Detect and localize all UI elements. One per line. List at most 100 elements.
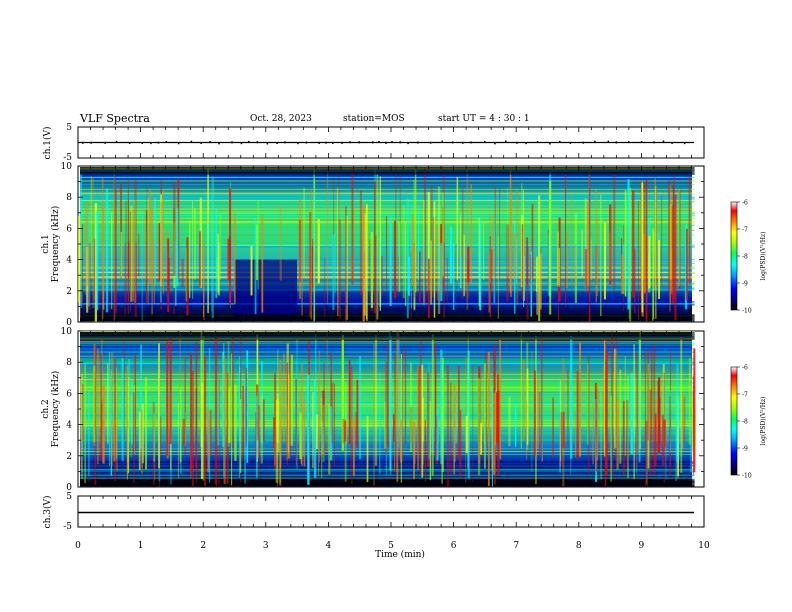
ch1-trace-marker <box>266 142 269 145</box>
emission-burst <box>121 358 124 461</box>
emission-burst <box>669 185 671 303</box>
emission-burst <box>152 402 155 486</box>
emission-burst <box>94 203 97 322</box>
emission-burst <box>207 168 209 314</box>
x-tick-label: 3 <box>263 541 269 551</box>
low-frequency-floor <box>80 479 695 487</box>
emission-burst <box>529 253 531 284</box>
emission-burst <box>467 350 470 479</box>
emission-burst <box>641 183 644 313</box>
emission-burst <box>645 179 648 322</box>
spectral-band <box>80 196 695 198</box>
emission-burst <box>410 362 413 452</box>
quiet-region <box>234 259 298 318</box>
spectral-band <box>80 285 695 287</box>
emission-burst <box>410 251 412 320</box>
emission-burst <box>674 194 677 321</box>
ch1-trace-marker <box>378 141 380 144</box>
emission-burst <box>262 399 265 442</box>
high-frequency-edge <box>80 167 695 175</box>
emission-burst <box>82 383 84 442</box>
emission-burst <box>688 175 691 284</box>
y-tick-label: 10 <box>61 327 73 337</box>
emission-burst <box>613 173 616 291</box>
emission-burst <box>520 333 522 449</box>
emission-burst <box>79 173 83 308</box>
emission-burst <box>526 237 529 286</box>
emission-burst <box>648 235 651 289</box>
emission-burst <box>521 224 524 300</box>
colorbar-tick-label: -8 <box>742 419 748 426</box>
spectral-band <box>80 290 695 292</box>
emission-burst <box>309 212 312 318</box>
ch1-trace-marker <box>276 142 278 145</box>
emission-burst <box>313 167 315 322</box>
emission-burst <box>215 209 218 299</box>
emission-burst <box>652 232 656 277</box>
emission-burst <box>203 356 207 486</box>
emission-burst <box>303 399 306 467</box>
colorbar-tick-label: -9 <box>742 281 748 288</box>
emission-burst <box>158 343 160 469</box>
emission-burst <box>552 397 554 458</box>
emission-burst <box>470 183 472 283</box>
emission-burst <box>301 214 303 316</box>
emission-burst <box>676 364 679 463</box>
spectral-band <box>80 205 695 207</box>
emission-burst <box>351 169 354 285</box>
emission-burst <box>186 237 189 316</box>
ch1-trace-marker <box>569 141 572 144</box>
emission-burst <box>489 236 491 317</box>
emission-burst <box>454 384 456 463</box>
emission-burst <box>538 195 541 322</box>
emission-burst <box>570 194 573 282</box>
emission-burst <box>440 243 443 302</box>
emission-burst <box>126 365 129 480</box>
emission-burst <box>341 335 344 451</box>
emission-burst <box>681 392 684 450</box>
ch2-spectrogram-yticks: 0 2 4 6 8 10 <box>61 327 704 493</box>
emission-burst <box>138 233 140 277</box>
emission-burst <box>193 207 197 280</box>
spectral-band <box>80 199 695 202</box>
emission-burst <box>446 364 450 487</box>
emission-burst <box>374 181 376 314</box>
emission-burst <box>196 245 199 279</box>
emission-burst <box>374 335 378 466</box>
emission-burst <box>120 231 122 278</box>
emission-burst <box>673 172 675 300</box>
emission-burst <box>535 335 537 485</box>
emission-burst <box>522 359 525 441</box>
spectral-band <box>80 281 695 282</box>
spectral-band <box>80 462 695 464</box>
emission-burst <box>497 236 499 319</box>
emission-burst <box>303 187 305 277</box>
emission-burst <box>214 336 218 486</box>
emission-burst <box>158 223 161 282</box>
spectral-band <box>80 282 695 284</box>
ch1-trace-marker <box>297 142 299 145</box>
emission-burst <box>145 210 148 304</box>
emission-burst <box>274 373 276 469</box>
emission-burst <box>176 208 179 287</box>
emission-burst <box>678 400 680 461</box>
figure-title: VLF Spectra <box>80 112 150 125</box>
emission-burst <box>387 341 389 447</box>
emission-burst <box>497 390 500 476</box>
emission-burst <box>422 409 424 465</box>
emission-burst <box>483 222 485 281</box>
emission-burst <box>693 348 696 473</box>
ch1-trace-marker <box>82 141 84 144</box>
emission-burst <box>369 239 371 288</box>
ch1-trace-marker <box>441 140 444 143</box>
emission-burst <box>315 334 317 478</box>
emission-burst <box>296 338 298 470</box>
emission-burst <box>663 419 666 447</box>
emission-burst <box>302 421 304 457</box>
emission-burst <box>605 351 608 476</box>
emission-burst <box>658 239 660 299</box>
emission-burst <box>530 251 532 317</box>
emission-burst <box>116 367 118 460</box>
y-tick-label: 0 <box>66 483 72 493</box>
emission-burst <box>321 397 323 478</box>
